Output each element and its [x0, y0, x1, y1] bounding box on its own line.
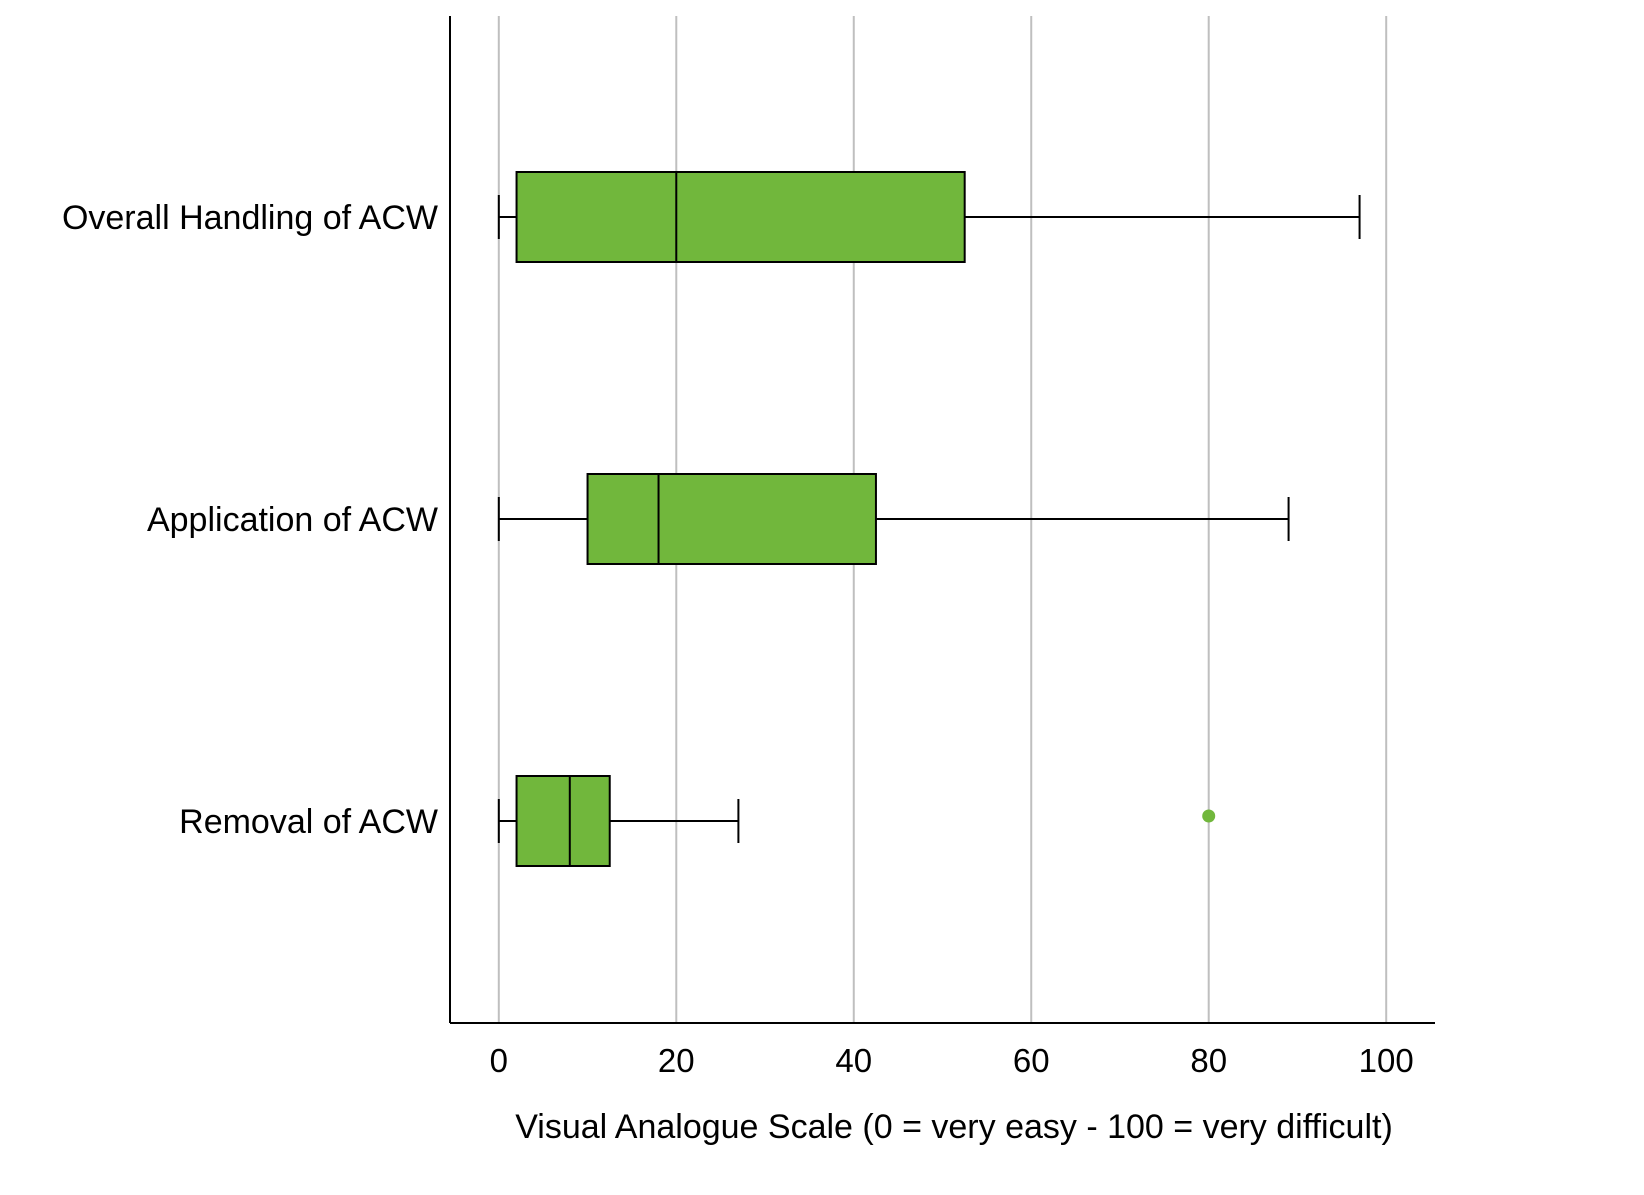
- box-overall-handling-of-acw: [497, 171, 1361, 263]
- box-application-of-acw: [497, 473, 1290, 565]
- x-tick-label-20: 20: [658, 1042, 695, 1079]
- axes: [449, 16, 1435, 1024]
- x-tick-labels: 0 20 40 60 80 100: [490, 1042, 1414, 1079]
- x-tick-label-40: 40: [835, 1042, 872, 1079]
- iqr-box-removal-of-acw: [515, 775, 611, 867]
- category-label-removal-of-acw: Removal of ACW: [179, 803, 438, 841]
- boxes: [497, 171, 1361, 867]
- outlier-point-removal-of-acw-0: [1202, 809, 1216, 823]
- box-removal-of-acw: [497, 775, 1216, 867]
- x-tick-label-60: 60: [1013, 1042, 1050, 1079]
- category-label-application-of-acw: Application of ACW: [147, 501, 438, 539]
- x-axis-title: Visual Analogue Scale (0 = very easy - 1…: [515, 1108, 1393, 1146]
- x-tick-label-0: 0: [490, 1042, 508, 1079]
- category-labels: Overall Handling of ACW Application of AC…: [62, 199, 438, 841]
- x-tick-label-80: 80: [1190, 1042, 1227, 1079]
- x-tick-label-100: 100: [1359, 1042, 1414, 1079]
- category-label-overall-handling-of-acw: Overall Handling of ACW: [62, 199, 438, 237]
- iqr-box-application-of-acw: [586, 473, 877, 565]
- iqr-box-overall-handling-of-acw: [515, 171, 966, 263]
